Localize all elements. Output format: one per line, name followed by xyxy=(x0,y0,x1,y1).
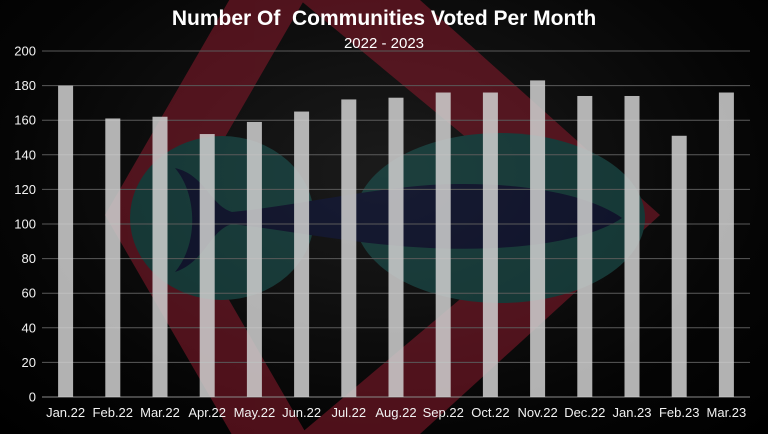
chart-subtitle: 2022 - 2023 xyxy=(344,35,424,52)
bar xyxy=(199,134,215,398)
y-tick-label: 100 xyxy=(14,217,36,232)
x-tick-label: Feb.22 xyxy=(93,405,133,420)
bar xyxy=(388,97,404,398)
x-tick-label: Jun.22 xyxy=(282,405,321,420)
bar xyxy=(341,99,357,397)
bar xyxy=(58,85,74,397)
x-tick-label: Dec.22 xyxy=(564,405,605,420)
bar xyxy=(671,135,687,397)
y-tick-label: 0 xyxy=(29,390,36,405)
bar xyxy=(246,121,262,398)
y-tick-label: 20 xyxy=(22,355,36,370)
bar xyxy=(624,95,640,397)
x-tick-label: Jul.22 xyxy=(331,405,366,420)
x-tick-label: Jan.23 xyxy=(612,405,651,420)
bar xyxy=(294,111,310,398)
watermark-logo xyxy=(105,0,660,434)
bar xyxy=(530,80,546,397)
bar xyxy=(718,92,734,398)
y-tick-label: 180 xyxy=(14,78,36,93)
x-tick-label: Nov.22 xyxy=(517,405,557,420)
bar xyxy=(577,95,593,397)
bar xyxy=(482,92,498,398)
bar xyxy=(105,118,121,397)
x-tick-label: Apr.22 xyxy=(188,405,226,420)
y-tick-label: 140 xyxy=(14,147,36,162)
x-tick-label: Sep.22 xyxy=(423,405,464,420)
y-tick-label: 60 xyxy=(22,286,36,301)
y-tick-label: 160 xyxy=(14,113,36,128)
y-tick-label: 200 xyxy=(14,44,36,59)
chart-title: Number Of Communities Voted Per Month xyxy=(172,7,596,30)
y-tick-label: 120 xyxy=(14,182,36,197)
x-tick-label: Feb.23 xyxy=(659,405,699,420)
bar xyxy=(152,116,168,398)
x-tick-label: Oct.22 xyxy=(471,405,509,420)
x-tick-label: Mar.22 xyxy=(140,405,180,420)
y-tick-label: 40 xyxy=(22,320,36,335)
x-tick-label: Aug.22 xyxy=(375,405,416,420)
x-tick-label: Jan.22 xyxy=(46,405,85,420)
x-tick-label: May.22 xyxy=(234,405,276,420)
x-tick-label: Mar.23 xyxy=(707,405,747,420)
y-tick-label: 80 xyxy=(22,251,36,266)
bar xyxy=(435,92,451,398)
